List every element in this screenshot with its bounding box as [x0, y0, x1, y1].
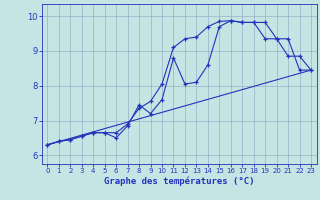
- X-axis label: Graphe des températures (°C): Graphe des températures (°C): [104, 177, 254, 186]
